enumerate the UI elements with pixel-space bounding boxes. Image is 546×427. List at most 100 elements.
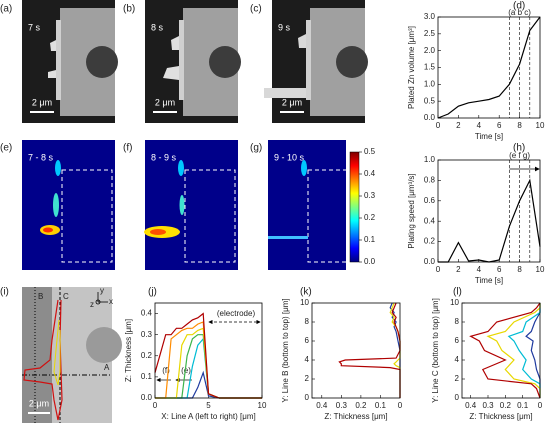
y-tick-label: 2 (455, 374, 460, 383)
data-line (469, 302, 541, 399)
x-tick-label: 4 (477, 121, 482, 130)
y-tick-label: 1.0 (424, 79, 436, 88)
x-tick-label: 0.1 (375, 401, 387, 410)
y-tick-label: 10 (300, 298, 309, 307)
x-axis-label: Time [s] (475, 132, 503, 141)
x-tick-label: 4 (477, 265, 482, 274)
time-label: 9 - 10 s (274, 152, 305, 162)
x-tick-label: 0.1 (517, 401, 529, 410)
y-tick-label: 0.1 (141, 372, 153, 381)
annotation: (electrode) (217, 309, 256, 318)
data-line (507, 303, 541, 398)
y-tick-label: 6 (305, 336, 310, 345)
annotation: (e) (181, 366, 191, 375)
data-line (437, 16, 541, 119)
panel-label: (h) (513, 143, 525, 154)
y-tick-label: 0 (305, 393, 310, 402)
image-a: (a) 7 s 2 μm (0, 0, 118, 123)
scale-label: 2 μm (29, 398, 49, 408)
line-label: A (104, 363, 110, 372)
x-tick-label: 0.3 (482, 401, 494, 410)
scale-label: 2 μm (32, 97, 52, 107)
y-axis-label: Y: Line C (bottom to top) [μm] (431, 298, 440, 403)
x-tick-label: 6 (497, 265, 502, 274)
annotation: (f) (162, 366, 170, 375)
y-tick-label: 1.5 (424, 63, 436, 72)
time-label: 7 - 8 s (28, 152, 54, 162)
y-tick-label: 3.0 (424, 12, 436, 21)
y-tick-label: 2.5 (424, 29, 436, 38)
axis-icon-label: z (90, 300, 94, 309)
plot-frame (311, 302, 401, 399)
axis-icon-label: x (109, 297, 113, 306)
data-line (338, 302, 401, 398)
image-c: (c) 9 s 2 μm (250, 0, 368, 123)
x-tick-label: 0 (436, 265, 441, 274)
x-tick-label: 5 (206, 401, 211, 410)
x-axis-label: Z: Thickness [μm] (324, 412, 387, 421)
y-tick-label: 0.2 (424, 237, 436, 246)
y-tick-label: 0.0 (424, 257, 436, 266)
heatmap-f: (f) 8 - 9 s (123, 139, 239, 271)
y-axis-label: Plated Zn volume [μm³] (407, 26, 416, 109)
y-tick-label: 4 (455, 355, 460, 364)
plot-frame (461, 302, 541, 399)
y-tick-label: 0.0 (141, 393, 153, 402)
y-tick-label: 1.0 (424, 155, 436, 164)
plot-frame (437, 159, 541, 263)
x-tick-label: 0 (436, 121, 441, 130)
plot-frame (437, 16, 541, 119)
panel-label: (j) (148, 287, 157, 298)
colorbar-tick-label: 0.2 (364, 213, 376, 222)
y-tick-label: 0.4 (424, 216, 436, 225)
x-axis-label: Z: Thickness [μm] (469, 412, 532, 421)
marker-label: (a b c) (508, 8, 531, 17)
x-tick-label: 0.4 (465, 401, 477, 410)
colorbar-tick-label: 0.0 (364, 257, 376, 266)
x-tick-label: 6 (497, 121, 502, 130)
y-tick-label: 2.0 (424, 46, 436, 55)
y-tick-label: 0 (455, 393, 460, 402)
data-line (389, 302, 401, 398)
x-tick-label: 0 (398, 401, 403, 410)
x-tick-label: 8 (517, 121, 522, 130)
panel-label: (k) (300, 287, 312, 298)
y-tick-label: 6 (455, 336, 460, 345)
plot-frame (154, 302, 263, 399)
scale-label: 2 μm (282, 97, 302, 107)
x-tick-label: 10 (258, 401, 267, 410)
panel-label: (g) (250, 143, 262, 154)
y-axis-label: Z: Thickness [μm] (124, 319, 133, 382)
x-tick-label: 10 (536, 265, 545, 274)
y-tick-label: 4 (305, 355, 310, 364)
time-label: 8 s (151, 22, 164, 32)
y-axis-label: Plating speed [μm³/s] (407, 173, 416, 248)
heatmap-e: (e) 7 - 8 s (0, 139, 116, 271)
panel-label: (a) (0, 4, 12, 15)
heatmap-g: (g) 9 - 10 s (250, 140, 346, 270)
y-axis-label: Y: Line B (bottom to top) [μm] (281, 298, 290, 402)
colorbar-tick-label: 0.1 (364, 235, 376, 244)
x-tick-label: 0.2 (500, 401, 512, 410)
colorbar-tick-label: 0.4 (364, 169, 376, 178)
panel-label: (e) (0, 143, 12, 154)
x-tick-label: 8 (517, 265, 522, 274)
x-tick-label: 0 (153, 401, 158, 410)
y-tick-label: 2 (305, 374, 310, 383)
axis-icon-label: y (100, 286, 104, 295)
y-tick-label: 0.6 (424, 196, 436, 205)
time-label: 8 - 9 s (151, 152, 177, 162)
panel-label: (b) (123, 4, 135, 15)
y-tick-label: 0.0 (424, 113, 436, 122)
x-tick-label: 0.2 (355, 401, 367, 410)
y-tick-label: 0.3 (141, 330, 153, 339)
image-i: (i) B C A y z x 2 μm (0, 286, 122, 423)
x-tick-label: 10 (536, 121, 545, 130)
image-b: (b) 8 s 2 μm (123, 0, 241, 123)
x-tick-label: 0.4 (316, 401, 328, 410)
x-tick-label: 0.3 (336, 401, 348, 410)
y-tick-label: 10 (450, 298, 459, 307)
y-tick-label: 8 (455, 317, 460, 326)
scale-label: 2 μm (155, 97, 175, 107)
